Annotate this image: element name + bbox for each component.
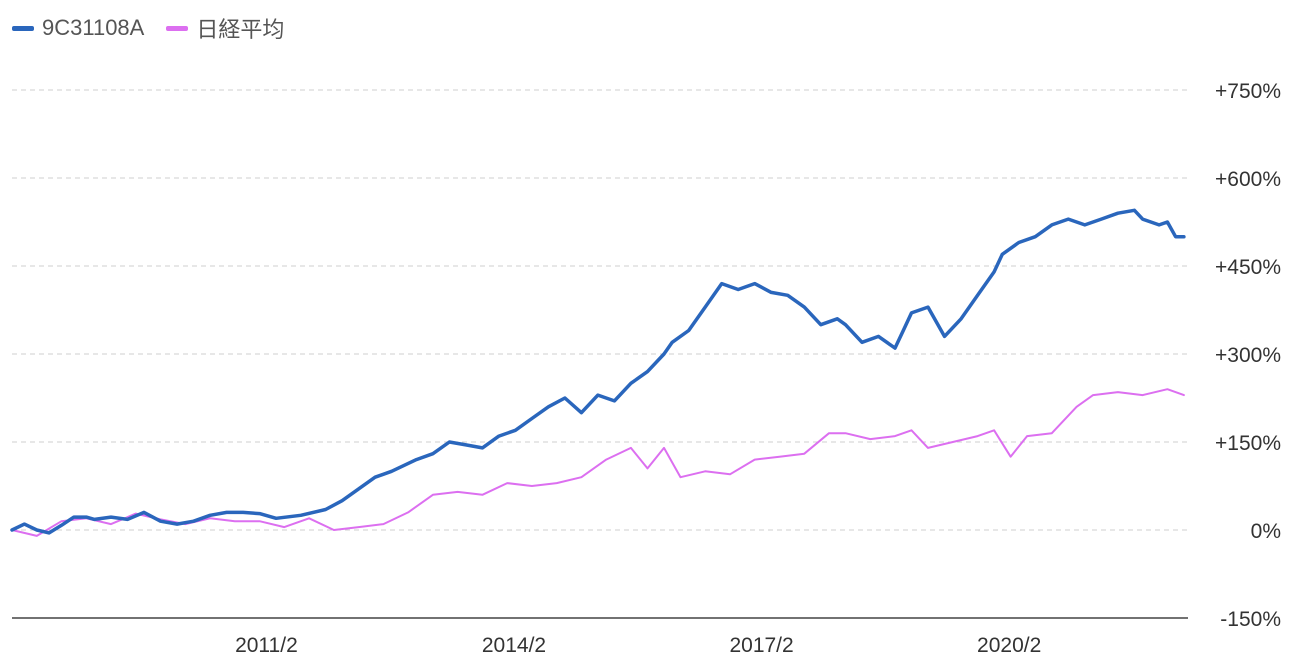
legend-label-series-1: 9C31108A	[42, 15, 145, 40]
legend-swatch-series-1	[12, 25, 34, 31]
legend: 9C31108A 日経平均	[12, 12, 284, 44]
y-tick-label: +750%	[1215, 80, 1281, 103]
series-line-1[interactable]	[10, 208, 1186, 535]
y-tick-label: -150%	[1220, 608, 1281, 631]
y-tick-label: +450%	[1215, 256, 1281, 279]
y-tick-label: +600%	[1215, 168, 1281, 191]
y-tick-label: 0%	[1251, 520, 1281, 543]
series-line-2[interactable]	[11, 388, 1185, 537]
x-tick-label: 2017/2	[729, 634, 793, 657]
x-tick-label: 2020/2	[977, 634, 1041, 657]
legend-item-series-1[interactable]: 9C31108A	[12, 15, 144, 41]
y-tick-label: +150%	[1215, 432, 1281, 455]
legend-swatch-series-2	[166, 25, 189, 31]
legend-label-series-2: 日経平均	[196, 17, 285, 42]
x-tick-label: 2011/2	[235, 634, 298, 657]
legend-item-series-2[interactable]: 日経平均	[166, 12, 284, 44]
x-tick-label: 2014/2	[482, 634, 546, 657]
y-tick-label: +300%	[1215, 344, 1281, 367]
